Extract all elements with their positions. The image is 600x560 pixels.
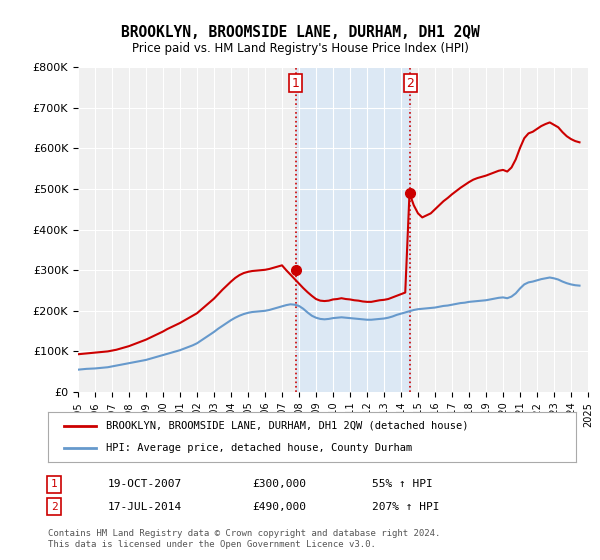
Text: 55% ↑ HPI: 55% ↑ HPI [372,479,433,489]
Text: 207% ↑ HPI: 207% ↑ HPI [372,502,439,512]
Text: 2: 2 [50,502,58,512]
Text: 19-OCT-2007: 19-OCT-2007 [108,479,182,489]
Text: 1: 1 [50,479,58,489]
Text: Contains HM Land Registry data © Crown copyright and database right 2024.
This d: Contains HM Land Registry data © Crown c… [48,529,440,549]
Text: BROOKLYN, BROOMSIDE LANE, DURHAM, DH1 2QW (detached house): BROOKLYN, BROOMSIDE LANE, DURHAM, DH1 2Q… [106,421,469,431]
Text: 2: 2 [406,77,414,90]
Text: BROOKLYN, BROOMSIDE LANE, DURHAM, DH1 2QW: BROOKLYN, BROOMSIDE LANE, DURHAM, DH1 2Q… [121,25,479,40]
Text: 1: 1 [292,77,299,90]
Text: £300,000: £300,000 [252,479,306,489]
Text: Price paid vs. HM Land Registry's House Price Index (HPI): Price paid vs. HM Land Registry's House … [131,42,469,55]
Text: 17-JUL-2014: 17-JUL-2014 [108,502,182,512]
Text: HPI: Average price, detached house, County Durham: HPI: Average price, detached house, Coun… [106,443,412,453]
Bar [296,67,410,392]
Text: £490,000: £490,000 [252,502,306,512]
